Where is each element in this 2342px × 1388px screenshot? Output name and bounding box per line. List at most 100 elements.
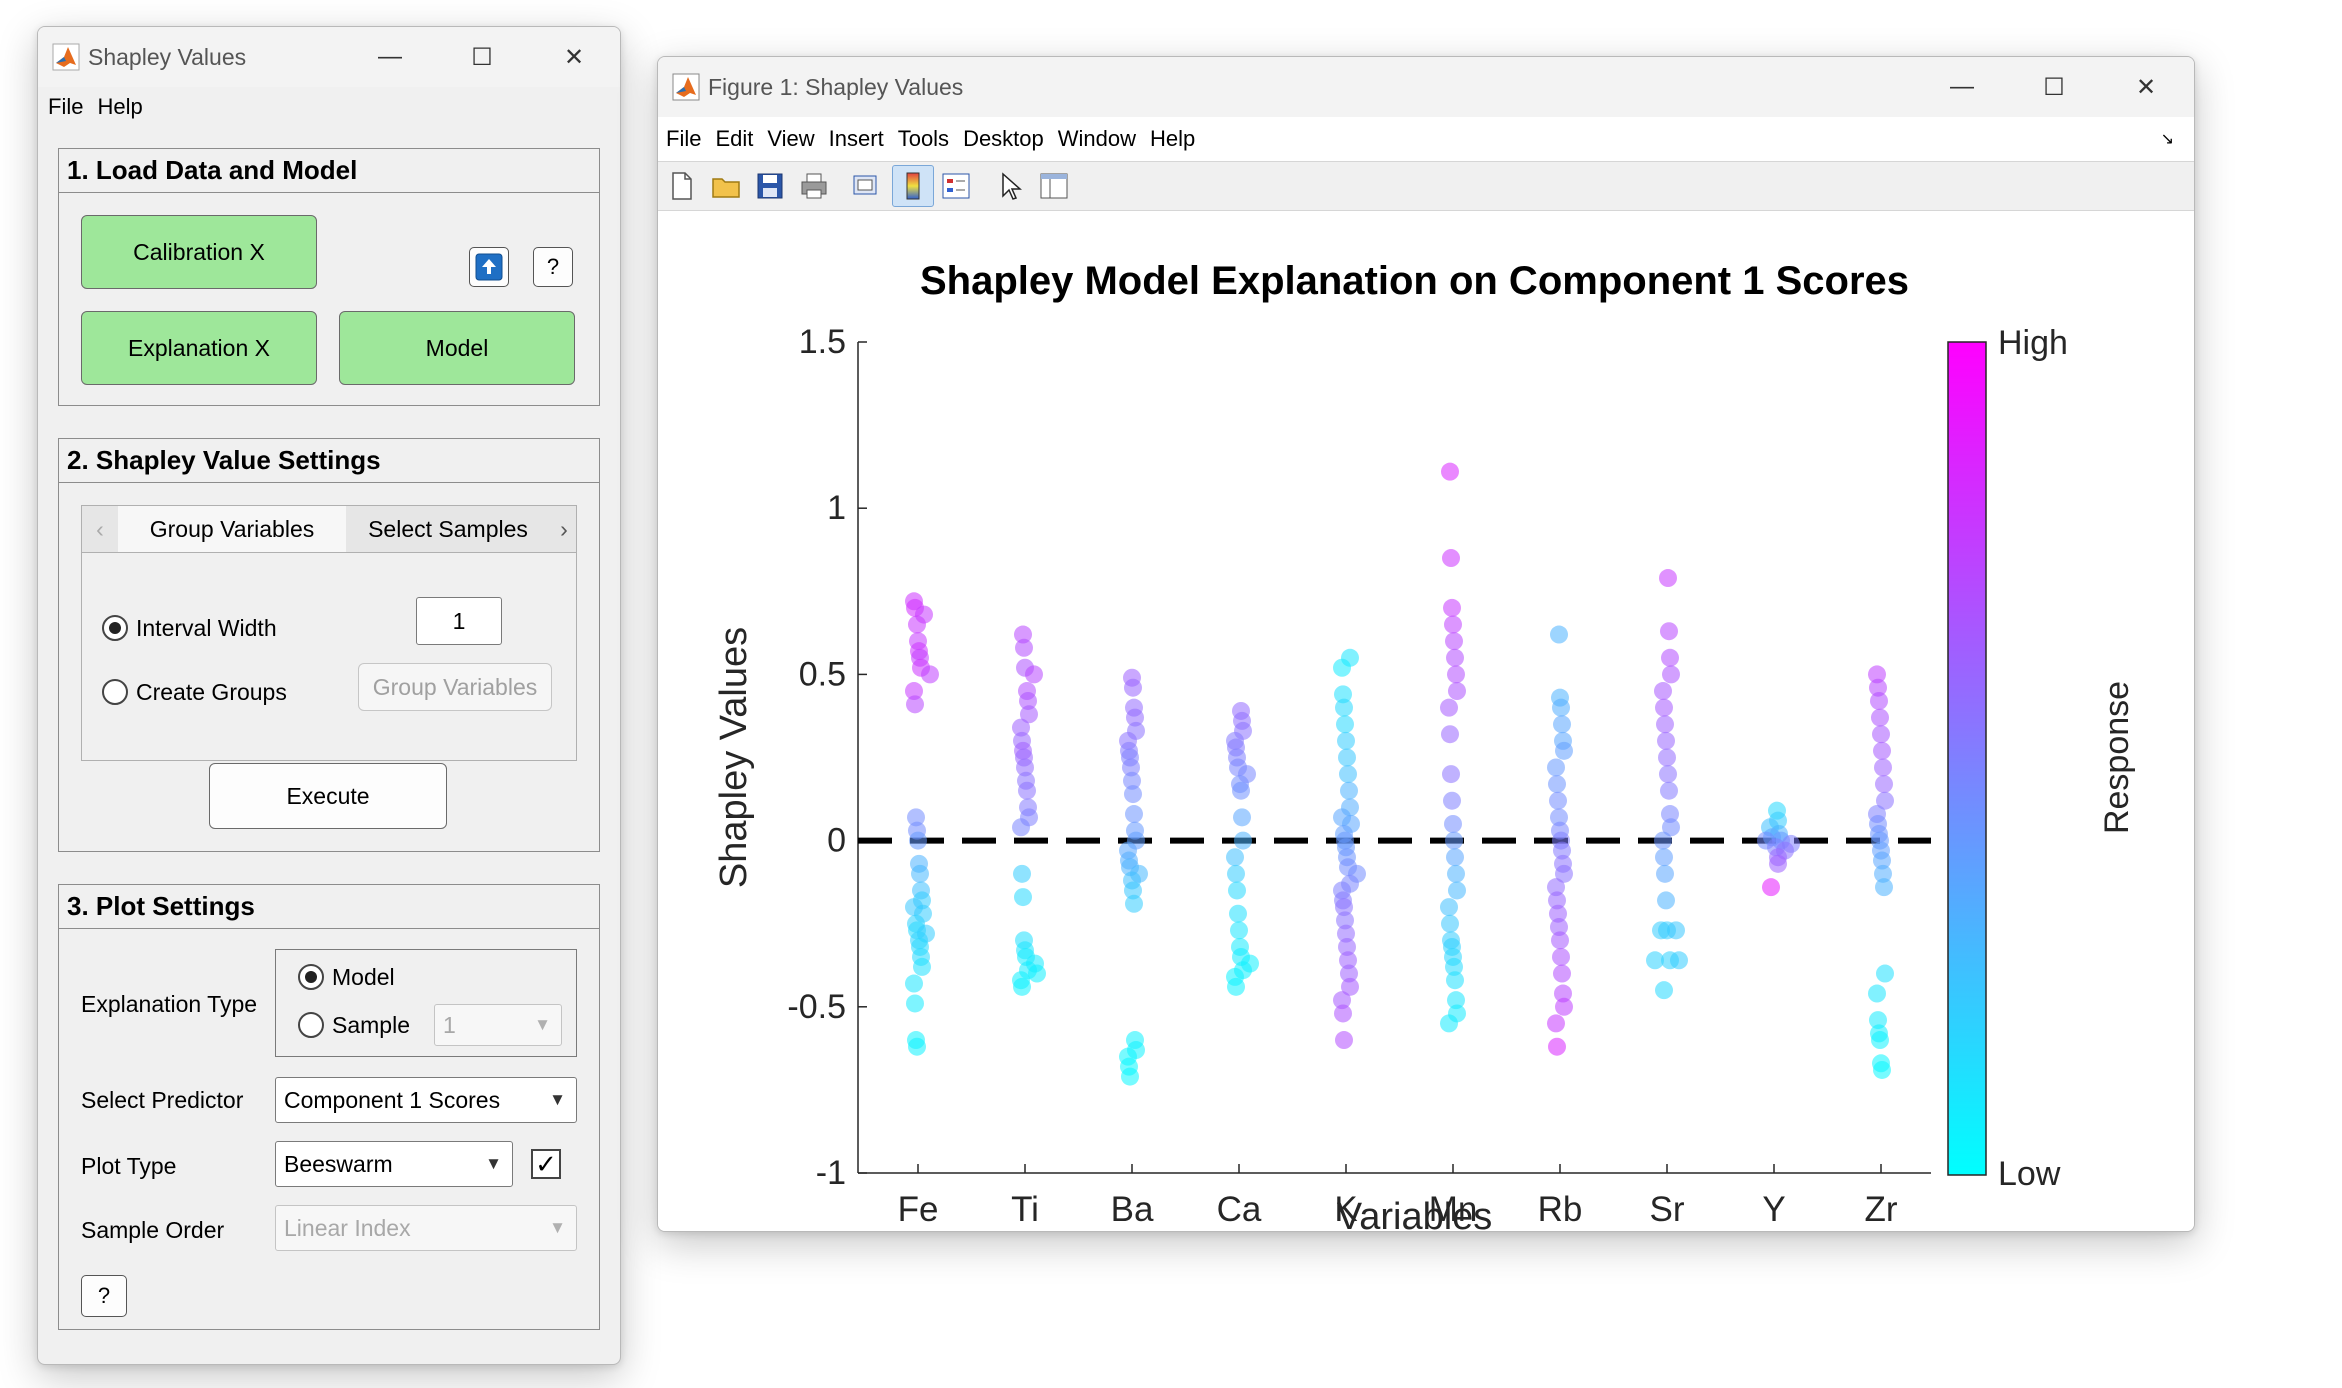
menu-insert[interactable]: Insert [828,126,884,151]
close-button[interactable]: ✕ [2135,73,2157,101]
menu-file[interactable]: File [666,126,702,151]
data-point-ba [1125,805,1143,824]
data-point-ti [1025,665,1043,684]
upload-button[interactable] [469,247,509,287]
tab-scroll-right[interactable]: › [560,515,568,542]
load-data-panel: 1. Load Data and Model Calibration X Exp… [58,148,600,406]
sample-radio[interactable] [298,1012,324,1038]
model-option-label: Model [332,964,395,990]
select-predictor-value: Component 1 Scores [284,1086,501,1113]
data-point-ba [1126,708,1144,727]
select-predictor-dropdown[interactable]: Component 1 Scores ▼ [275,1077,577,1123]
chevron-down-icon: ▼ [549,1218,566,1237]
legend-icon[interactable] [940,170,972,202]
load-help-button[interactable]: ? [533,247,573,287]
chevron-down-icon: ▼ [549,1090,566,1109]
open-folder-icon[interactable] [710,170,742,202]
model-button[interactable]: Model [339,311,575,385]
x-tick-label: Ti [1011,1190,1039,1229]
figure-canvas: -1 -0.5 0 0.5 1 1.5 Fe Ti Ba Ca K Mn Rb Sr Y Zr Shapley … [658,211,2194,1231]
sample-dropdown[interactable]: 1 ▼ [434,1004,562,1046]
data-point-k [1335,698,1353,717]
colorbar-high-label: High [1998,324,2068,362]
calibration-x-button[interactable]: Calibration X [81,215,317,289]
data-point-sr [1656,715,1674,734]
data-point-sr [1660,781,1678,800]
minimize-button[interactable]: — [378,43,402,70]
print-icon[interactable] [798,170,830,202]
menu-edit[interactable]: Edit [715,126,754,151]
interval-width-radio[interactable] [102,615,128,641]
menu-window[interactable]: Window [1057,126,1137,151]
sample-order-dropdown[interactable]: Linear Index ▼ [275,1205,577,1251]
data-point-ba [1125,894,1143,913]
tab-select-samples[interactable]: Select Samples [368,515,528,542]
interval-width-input[interactable]: 1 [416,597,502,645]
menu-help[interactable]: Help [1150,126,1196,151]
model-radio[interactable] [298,964,324,990]
menu-help[interactable]: Help [97,94,143,119]
menu-desktop[interactable]: Desktop [963,126,1044,151]
data-point-mn [1446,971,1464,990]
x-tick-label: K [1334,1190,1357,1229]
menu-view[interactable]: View [767,126,815,151]
menu-tools[interactable]: Tools [897,126,950,151]
print-preview-icon[interactable] [850,170,882,202]
figure-title: Figure 1: Shapley Values [708,73,964,100]
colorbar-toggle[interactable] [892,165,934,207]
data-point-sr [1662,665,1680,684]
save-icon[interactable] [754,170,786,202]
new-file-icon[interactable] [666,170,698,202]
data-point-fe [913,957,931,976]
data-point-mn [1446,648,1464,667]
data-point-sr [1659,765,1677,784]
data-point-sr [1670,951,1688,970]
data-point-k [1340,964,1358,983]
y-axis-label: Shapley Values [713,627,755,888]
tab-scroll-left[interactable]: ‹ [96,515,104,542]
data-point-sr [1655,698,1673,717]
data-point-k [1341,977,1359,996]
plot-type-dropdown[interactable]: Beeswarm ▼ [275,1141,513,1187]
close-button[interactable]: ✕ [563,43,585,71]
data-point-fe [905,682,923,701]
maximize-button[interactable]: ☐ [2043,73,2065,101]
minimize-button[interactable]: — [1950,73,1974,100]
data-point-mn [1442,765,1460,784]
data-point-zr [1869,678,1887,697]
load-data-panel-title: 1. Load Data and Model [59,149,599,193]
data-point-mn [1445,957,1463,976]
settings-tabgroup: ‹ Group Variables Select Samples › Inter… [81,505,577,761]
data-point-rb [1549,904,1567,923]
data-point-mn [1446,848,1464,867]
data-point-zr [1868,665,1886,684]
execute-button[interactable]: Execute [209,763,447,829]
plot-help-button[interactable]: ? [81,1275,127,1317]
dock-arrow-icon[interactable]: ↘ [2160,131,2174,148]
explanation-type-label: Explanation Type [81,991,258,1017]
explanation-x-button[interactable]: Explanation X [81,311,317,385]
plot-settings-panel-title: 3. Plot Settings [59,885,599,929]
data-point-ba [1123,771,1141,790]
maximize-button[interactable]: ☐ [471,43,493,71]
menu-file[interactable]: File [48,94,84,119]
chevron-down-icon: ▼ [534,1015,551,1034]
data-point-mn [1442,549,1460,568]
data-point-zr [1873,741,1891,760]
property-inspector-icon[interactable] [1038,170,1070,202]
data-point-rb [1555,997,1573,1016]
app-title: Shapley Values [88,43,247,70]
data-point-rb [1555,864,1573,883]
group-variables-button[interactable]: Group Variables [358,663,552,711]
pointer-icon[interactable] [994,170,1026,202]
data-point-sr [1661,648,1679,667]
data-point-zr [1876,964,1894,983]
data-point-sr [1654,682,1672,701]
tab-group-variables[interactable]: Group Variables [118,506,346,552]
shapley-app-window: Shapley Values — ☐ ✕ File Help 1. Load D… [37,26,621,1365]
data-point-k [1336,911,1354,930]
plot-type-checkbox[interactable]: ✓ [531,1149,561,1179]
data-point-k [1340,781,1358,800]
data-point-ca [1226,848,1244,867]
create-groups-radio[interactable] [102,679,128,705]
